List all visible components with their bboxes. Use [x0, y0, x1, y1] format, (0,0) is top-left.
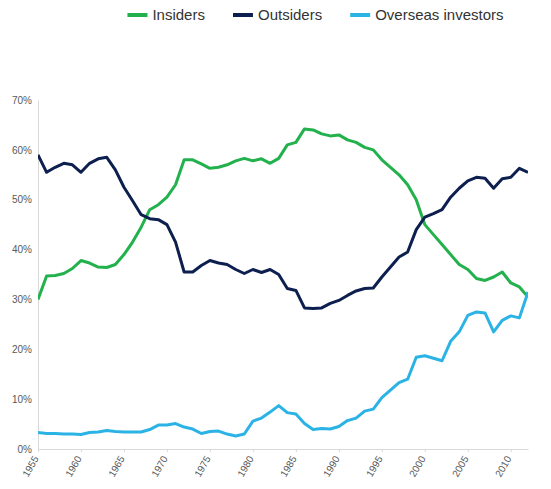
x-tick-mark	[425, 449, 426, 452]
y-tick: 0%	[18, 444, 38, 455]
legend-label: Insiders	[152, 6, 205, 23]
x-tick-mark	[511, 449, 512, 452]
y-tick-label: 70%	[12, 95, 32, 106]
x-tick-mark	[382, 449, 383, 452]
x-tick: 2005	[450, 449, 471, 479]
x-tick-label: 1970	[149, 454, 170, 479]
x-tick: 1975	[192, 449, 213, 479]
x-tick-label: 1995	[364, 454, 385, 479]
x-tick-mark	[81, 449, 82, 452]
y-tick: 30%	[12, 294, 38, 305]
legend-item: Outsiders	[233, 6, 322, 23]
y-axis: 0% 10% 20% 30% 40% 50% 60% 70%	[12, 95, 39, 455]
x-axis: 1955 1960 1965 1970 1975 1980 1985 1990 1995 2000…	[20, 449, 528, 479]
y-tick: 40%	[12, 244, 38, 255]
x-tick: 1970	[149, 449, 170, 479]
x-tick-mark	[210, 449, 211, 452]
y-tick-label: 40%	[12, 244, 32, 255]
x-tick: 1995	[364, 449, 385, 479]
plot-area: 0%10%20%30%40%50%60%70%19551960196519701…	[12, 95, 529, 479]
y-tick-label: 60%	[12, 145, 32, 156]
x-tick-label: 2000	[407, 454, 428, 479]
legend-swatch	[350, 13, 370, 17]
y-tick: 60%	[12, 145, 38, 156]
y-tick-label: 20%	[12, 344, 32, 355]
y-tick-label: 50%	[12, 194, 32, 205]
x-tick: 1985	[278, 449, 299, 479]
x-tick-mark	[124, 449, 125, 452]
x-tick: 2010	[493, 449, 514, 479]
x-tick-label: 1965	[106, 454, 127, 479]
x-tick-label: 1980	[235, 454, 256, 479]
y-tick-label: 10%	[12, 394, 32, 405]
x-tick-label: 1960	[63, 454, 84, 479]
x-tick-label: 2005	[450, 454, 471, 479]
x-tick-mark	[468, 449, 469, 452]
y-tick-label: 0%	[18, 444, 33, 455]
x-tick-mark	[38, 449, 39, 452]
y-tick: 10%	[12, 394, 38, 405]
legend: Insiders Outsiders Overseas investors	[127, 6, 503, 23]
x-tick: 1955	[20, 449, 41, 479]
x-tick: 1980	[235, 449, 256, 479]
y-axis-line	[38, 101, 39, 450]
x-tick-label: 1975	[192, 454, 213, 479]
legend-swatch	[127, 13, 147, 17]
legend-label: Overseas investors	[375, 6, 503, 23]
legend-item: Overseas investors	[350, 6, 503, 23]
x-tick-label: 2010	[493, 454, 514, 479]
y-tick: 20%	[12, 344, 38, 355]
x-tick-label: 1990	[321, 454, 342, 479]
legend-swatch	[233, 13, 253, 17]
x-tick: 1960	[63, 449, 84, 479]
series-line	[38, 129, 528, 300]
y-tick: 70%	[12, 95, 38, 106]
x-axis-line	[39, 449, 529, 450]
x-tick-label: 1955	[20, 454, 41, 479]
series-line	[38, 155, 528, 309]
x-tick: 2000	[407, 449, 428, 479]
legend-item: Insiders	[127, 6, 205, 23]
y-tick-label: 30%	[12, 294, 32, 305]
y-tick: 50%	[12, 194, 38, 205]
series-line	[38, 292, 528, 436]
x-tick-mark	[253, 449, 254, 452]
chart: 0%10%20%30%40%50%60%70%19551960196519701…	[0, 0, 551, 489]
x-tick-label: 1985	[278, 454, 299, 479]
series-group	[38, 129, 528, 436]
x-tick-mark	[167, 449, 168, 452]
x-tick: 1990	[321, 449, 342, 479]
x-tick-mark	[339, 449, 340, 452]
legend-label: Outsiders	[258, 6, 322, 23]
x-tick: 1965	[106, 449, 127, 479]
x-tick-mark	[296, 449, 297, 452]
